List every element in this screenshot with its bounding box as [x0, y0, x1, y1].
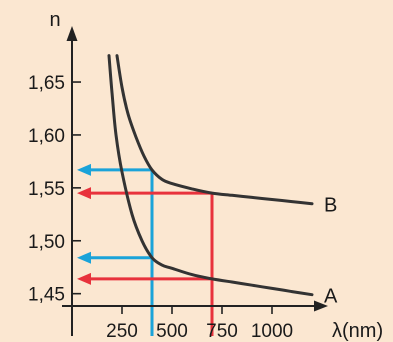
- x-axis-arrowhead: [314, 300, 328, 312]
- y-tick-label-2: 1,55: [28, 179, 65, 200]
- x-tick-label-2: 750: [206, 321, 238, 342]
- ref-arrowhead-0-1: [77, 251, 91, 264]
- y-tick-label-4: 1,65: [28, 73, 65, 94]
- ticks: 1,45 1,50 1,55 1,60 1,65 250 500 750 1000: [28, 73, 293, 342]
- y-tick-label-1: 1,50: [28, 232, 65, 253]
- curve-label-A: A: [324, 286, 338, 308]
- x-axis-title: λ(nm): [332, 320, 383, 342]
- curve-A: [107, 54, 314, 297]
- x-tick-label-0: 250: [106, 321, 138, 342]
- y-axis-title: n: [49, 9, 60, 31]
- ref-arrowhead-1-1: [77, 272, 91, 285]
- ref-arrowhead-0-0: [77, 163, 91, 176]
- ref-arrowhead-1-0: [77, 187, 91, 200]
- y-tick-label-0: 1,45: [28, 285, 65, 306]
- curves: AB: [107, 54, 338, 308]
- curve-B: [115, 54, 314, 206]
- y-axis-arrowhead: [66, 26, 78, 41]
- curve-label-B: B: [324, 195, 337, 217]
- x-tick-label-3: 1000: [251, 321, 293, 342]
- reference-lines: [77, 163, 214, 336]
- y-tick-label-3: 1,60: [28, 126, 65, 147]
- x-tick-label-1: 500: [156, 321, 188, 342]
